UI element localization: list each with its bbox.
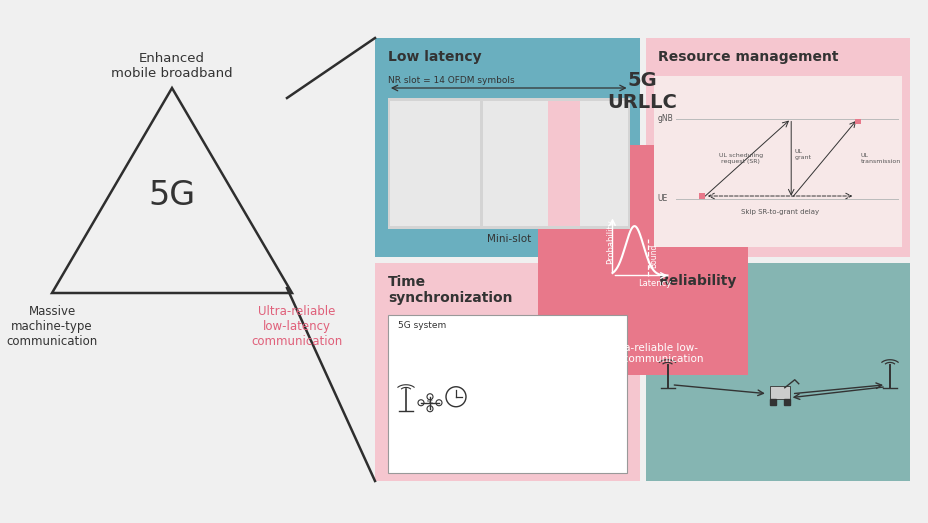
Text: UL scheduling
request (SR): UL scheduling request (SR): [718, 153, 762, 164]
Bar: [388, 314, 625, 473]
Text: 5G
URLLC: 5G URLLC: [607, 71, 677, 112]
Text: Skip SR-to-grant delay: Skip SR-to-grant delay: [741, 209, 818, 215]
Text: UE: UE: [657, 194, 667, 203]
FancyBboxPatch shape: [388, 314, 625, 473]
FancyBboxPatch shape: [388, 98, 629, 229]
FancyBboxPatch shape: [390, 101, 479, 225]
FancyBboxPatch shape: [375, 263, 638, 481]
FancyBboxPatch shape: [645, 263, 909, 481]
FancyBboxPatch shape: [375, 38, 638, 256]
Text: Ultra-reliable
low-latency
communication: Ultra-reliable low-latency communication: [251, 305, 342, 348]
Text: NR slot = 14 OFDM symbols: NR slot = 14 OFDM symbols: [388, 76, 514, 85]
Text: Latency: Latency: [638, 279, 671, 289]
FancyBboxPatch shape: [652, 76, 901, 246]
Text: Massive
machine-type
communication: Massive machine-type communication: [6, 305, 97, 348]
FancyBboxPatch shape: [483, 101, 626, 225]
Text: Probability: Probability: [605, 220, 614, 264]
Text: 5G ultra-reliable low-
latency communication: 5G ultra-reliable low- latency communica…: [581, 343, 703, 365]
Text: 5G system: 5G system: [397, 322, 445, 331]
Text: Low latency: Low latency: [388, 50, 481, 64]
Text: Resource management: Resource management: [658, 50, 838, 64]
Text: 5G: 5G: [426, 400, 433, 405]
Text: UL
grant: UL grant: [793, 149, 810, 160]
Text: Time
synchronization: Time synchronization: [388, 275, 512, 305]
FancyBboxPatch shape: [537, 144, 747, 374]
FancyBboxPatch shape: [855, 119, 859, 124]
Text: 5G: 5G: [148, 179, 196, 212]
Text: Reliability: Reliability: [658, 275, 736, 289]
Text: Enhanced
mobile broadband: Enhanced mobile broadband: [111, 52, 233, 80]
FancyBboxPatch shape: [548, 101, 579, 225]
FancyBboxPatch shape: [645, 38, 909, 256]
Text: gNB: gNB: [657, 114, 673, 123]
Text: UL
transmission: UL transmission: [860, 153, 900, 164]
FancyBboxPatch shape: [769, 386, 789, 399]
Text: Mini-slot: Mini-slot: [486, 233, 530, 244]
FancyBboxPatch shape: [699, 194, 704, 199]
Text: Bound: Bound: [649, 244, 657, 268]
